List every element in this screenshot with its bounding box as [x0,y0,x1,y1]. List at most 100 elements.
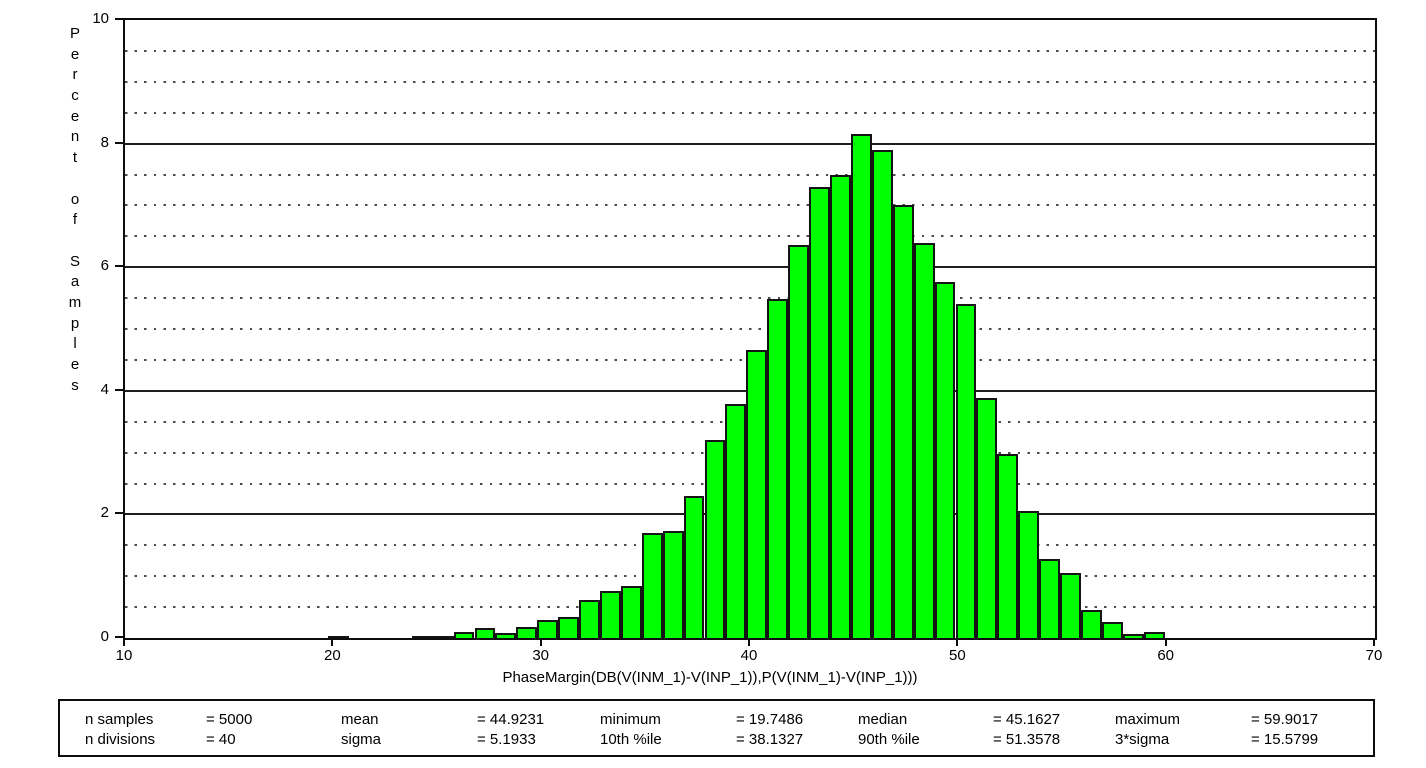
histogram-bar [453,631,475,638]
x-axis-tick [331,638,334,646]
y-tick-label: 6 [100,257,109,275]
histogram-bar [725,404,747,638]
histogram-bar [537,619,559,638]
y-axis-title-letter: p [70,314,80,332]
y-axis-tick [115,141,124,144]
histogram-bar [788,245,810,638]
histogram-bar [913,242,935,638]
histogram-bar [516,626,538,638]
x-tick-label: 60 [1157,647,1174,664]
x-axis-tick [123,638,125,646]
histogram-bar [474,628,496,638]
stat-label: n divisions [85,731,156,748]
stat-value: = 15.5799 [1251,731,1319,748]
y-axis-title-letter: f [72,211,78,229]
y-axis-title-letter: e [70,45,80,63]
histogram-bar [1101,621,1123,638]
y-tick-label: 4 [100,380,109,398]
stats-row: n samples = 5000 mean = 44.9231 minimum = 19.… [85,710,1373,730]
y-axis-title-letter: o [70,190,80,208]
histogram-bar [892,205,914,638]
stat-value: = 51.3578 [993,731,1061,748]
stat-value: = 44.9231 [477,711,545,728]
stat-label: 3*sigma [1115,731,1170,748]
y-axis-tick [115,18,124,20]
histogram-bar [1081,609,1102,638]
stat-label: sigma [341,731,382,748]
stat-value: = 19.7486 [736,711,804,728]
histogram-bar [704,440,726,638]
histogram-bar [955,304,977,638]
y-tick-label: 2 [100,504,109,522]
histogram-bar [641,532,663,638]
x-tick-label: 70 [1365,647,1383,664]
histogram-bar [683,495,705,638]
y-axis-title-letter: e [70,356,80,373]
stat-label: 10th %ile [600,731,662,748]
histogram-bar [432,635,454,638]
y-axis-title-letter: S [69,252,80,270]
histogram-bar [620,586,642,638]
histogram-bar [662,530,684,638]
stat-label: median [858,711,908,728]
stats-box: n samples = 5000 mean = 44.9231 minimum = 19.… [58,699,1375,757]
stat-value: = 45.1627 [993,711,1061,728]
y-gridline-minor [125,328,1375,330]
y-gridline-major [125,142,1375,145]
x-tick-label: 50 [948,647,966,664]
stat-value: = 40 [206,731,236,748]
histogram-bar [558,617,579,638]
x-tick-label: 20 [323,647,341,664]
stat-label: minimum [600,711,661,728]
histogram-bar [1122,634,1144,638]
x-tick-label: 40 [740,647,758,664]
y-gridline-minor [125,80,1375,83]
stat-label: maximum [1115,711,1181,728]
y-axis-tick [115,512,124,515]
plot-area [123,18,1377,640]
y-axis-title-letter: t [72,149,78,167]
x-tick-label: 30 [532,647,549,664]
histogram-bar [767,299,789,638]
histogram-bar [495,633,517,638]
stat-value: = 59.9017 [1251,711,1319,728]
histogram-bar [1143,631,1165,638]
y-gridline-minor [125,173,1375,176]
y-gridline-minor [125,49,1375,52]
x-axis-title: PhaseMargin(DB(V(INM_1)-V(INP_1)),P(V(IN… [502,669,918,686]
histogram-bar [328,635,349,638]
stat-value: = 5000 [206,711,253,728]
histogram-bar [1060,572,1081,638]
x-axis-tick [956,638,959,646]
y-axis-tick [115,636,124,638]
y-tick-label: 0 [100,628,109,645]
histogram-bar [871,149,893,638]
histogram-bar [579,599,600,638]
y-axis-tick [115,265,124,268]
y-tick-label: 10 [92,10,109,27]
histogram-bar [809,186,830,638]
histogram-bar [746,350,768,638]
y-gridline-major [125,266,1375,269]
histogram-bar [411,635,433,638]
y-gridline-minor [125,204,1375,207]
y-axis-title-letter: c [71,87,79,105]
y-axis-tick [115,388,124,391]
histogram-bar [1039,558,1060,638]
stats-row: n divisions = 40 sigma = 5.1933 10th %ile = 3… [85,730,1373,750]
y-axis-title-letter: l [73,335,77,353]
histogram-bar [997,453,1019,638]
x-tick-label: 10 [115,647,133,664]
x-axis-tick [1373,638,1375,646]
y-axis-title-letter: r [72,66,78,84]
histogram-bar [830,174,851,638]
stat-label: mean [341,711,379,728]
histogram-bar [850,133,872,638]
x-axis-tick [539,638,542,646]
y-axis-title-letter: e [70,107,80,125]
y-gridline-minor [125,235,1375,238]
y-axis-title-letter: s [71,376,79,394]
y-axis-title-letter: n [70,128,80,146]
